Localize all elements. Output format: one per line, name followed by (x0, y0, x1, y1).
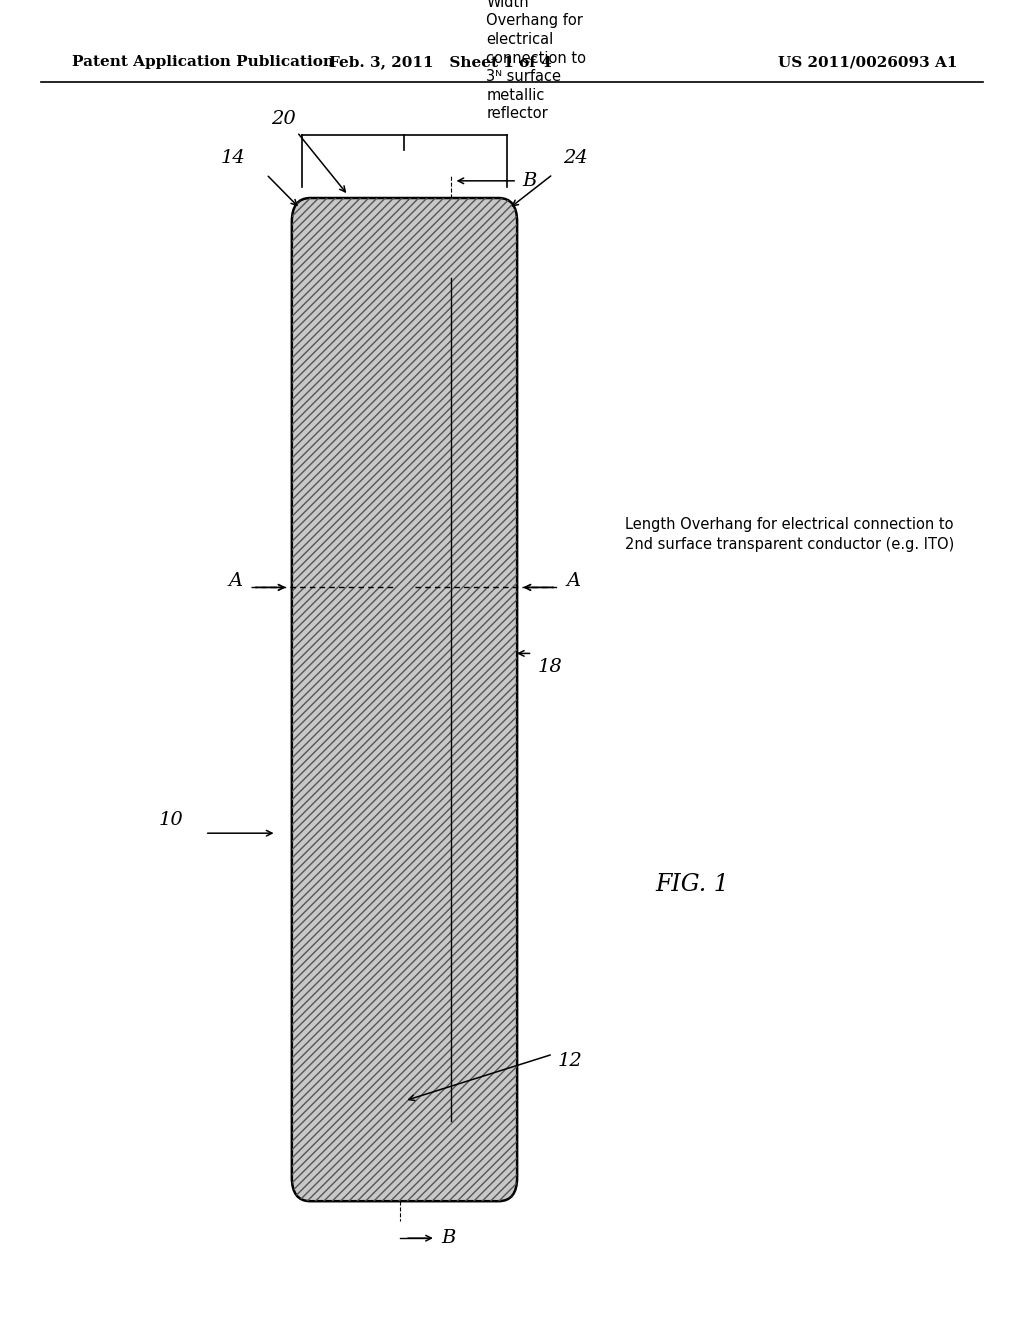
Text: A: A (566, 572, 581, 590)
Text: 24: 24 (563, 149, 588, 168)
Text: B: B (441, 1229, 456, 1247)
Text: Length Overhang for electrical connection to
2nd surface transparent conductor (: Length Overhang for electrical connectio… (625, 517, 954, 552)
Text: FIG. 1: FIG. 1 (655, 873, 729, 896)
Text: Feb. 3, 2011   Sheet 1 of 4: Feb. 3, 2011 Sheet 1 of 4 (329, 55, 552, 69)
Text: Width
Overhang for
electrical
connection to
3ᴺ surface
metallic
reflector: Width Overhang for electrical connection… (486, 0, 587, 121)
Text: 14: 14 (220, 149, 245, 168)
Text: B: B (522, 172, 537, 190)
Text: A: A (228, 572, 243, 590)
Text: Patent Application Publication: Patent Application Publication (72, 55, 334, 69)
Text: 12: 12 (558, 1052, 583, 1069)
Text: US 2011/0026093 A1: US 2011/0026093 A1 (778, 55, 957, 69)
FancyBboxPatch shape (292, 198, 517, 1201)
Text: 18: 18 (538, 657, 562, 676)
Text: 20: 20 (271, 110, 296, 128)
Text: 10: 10 (159, 810, 183, 829)
